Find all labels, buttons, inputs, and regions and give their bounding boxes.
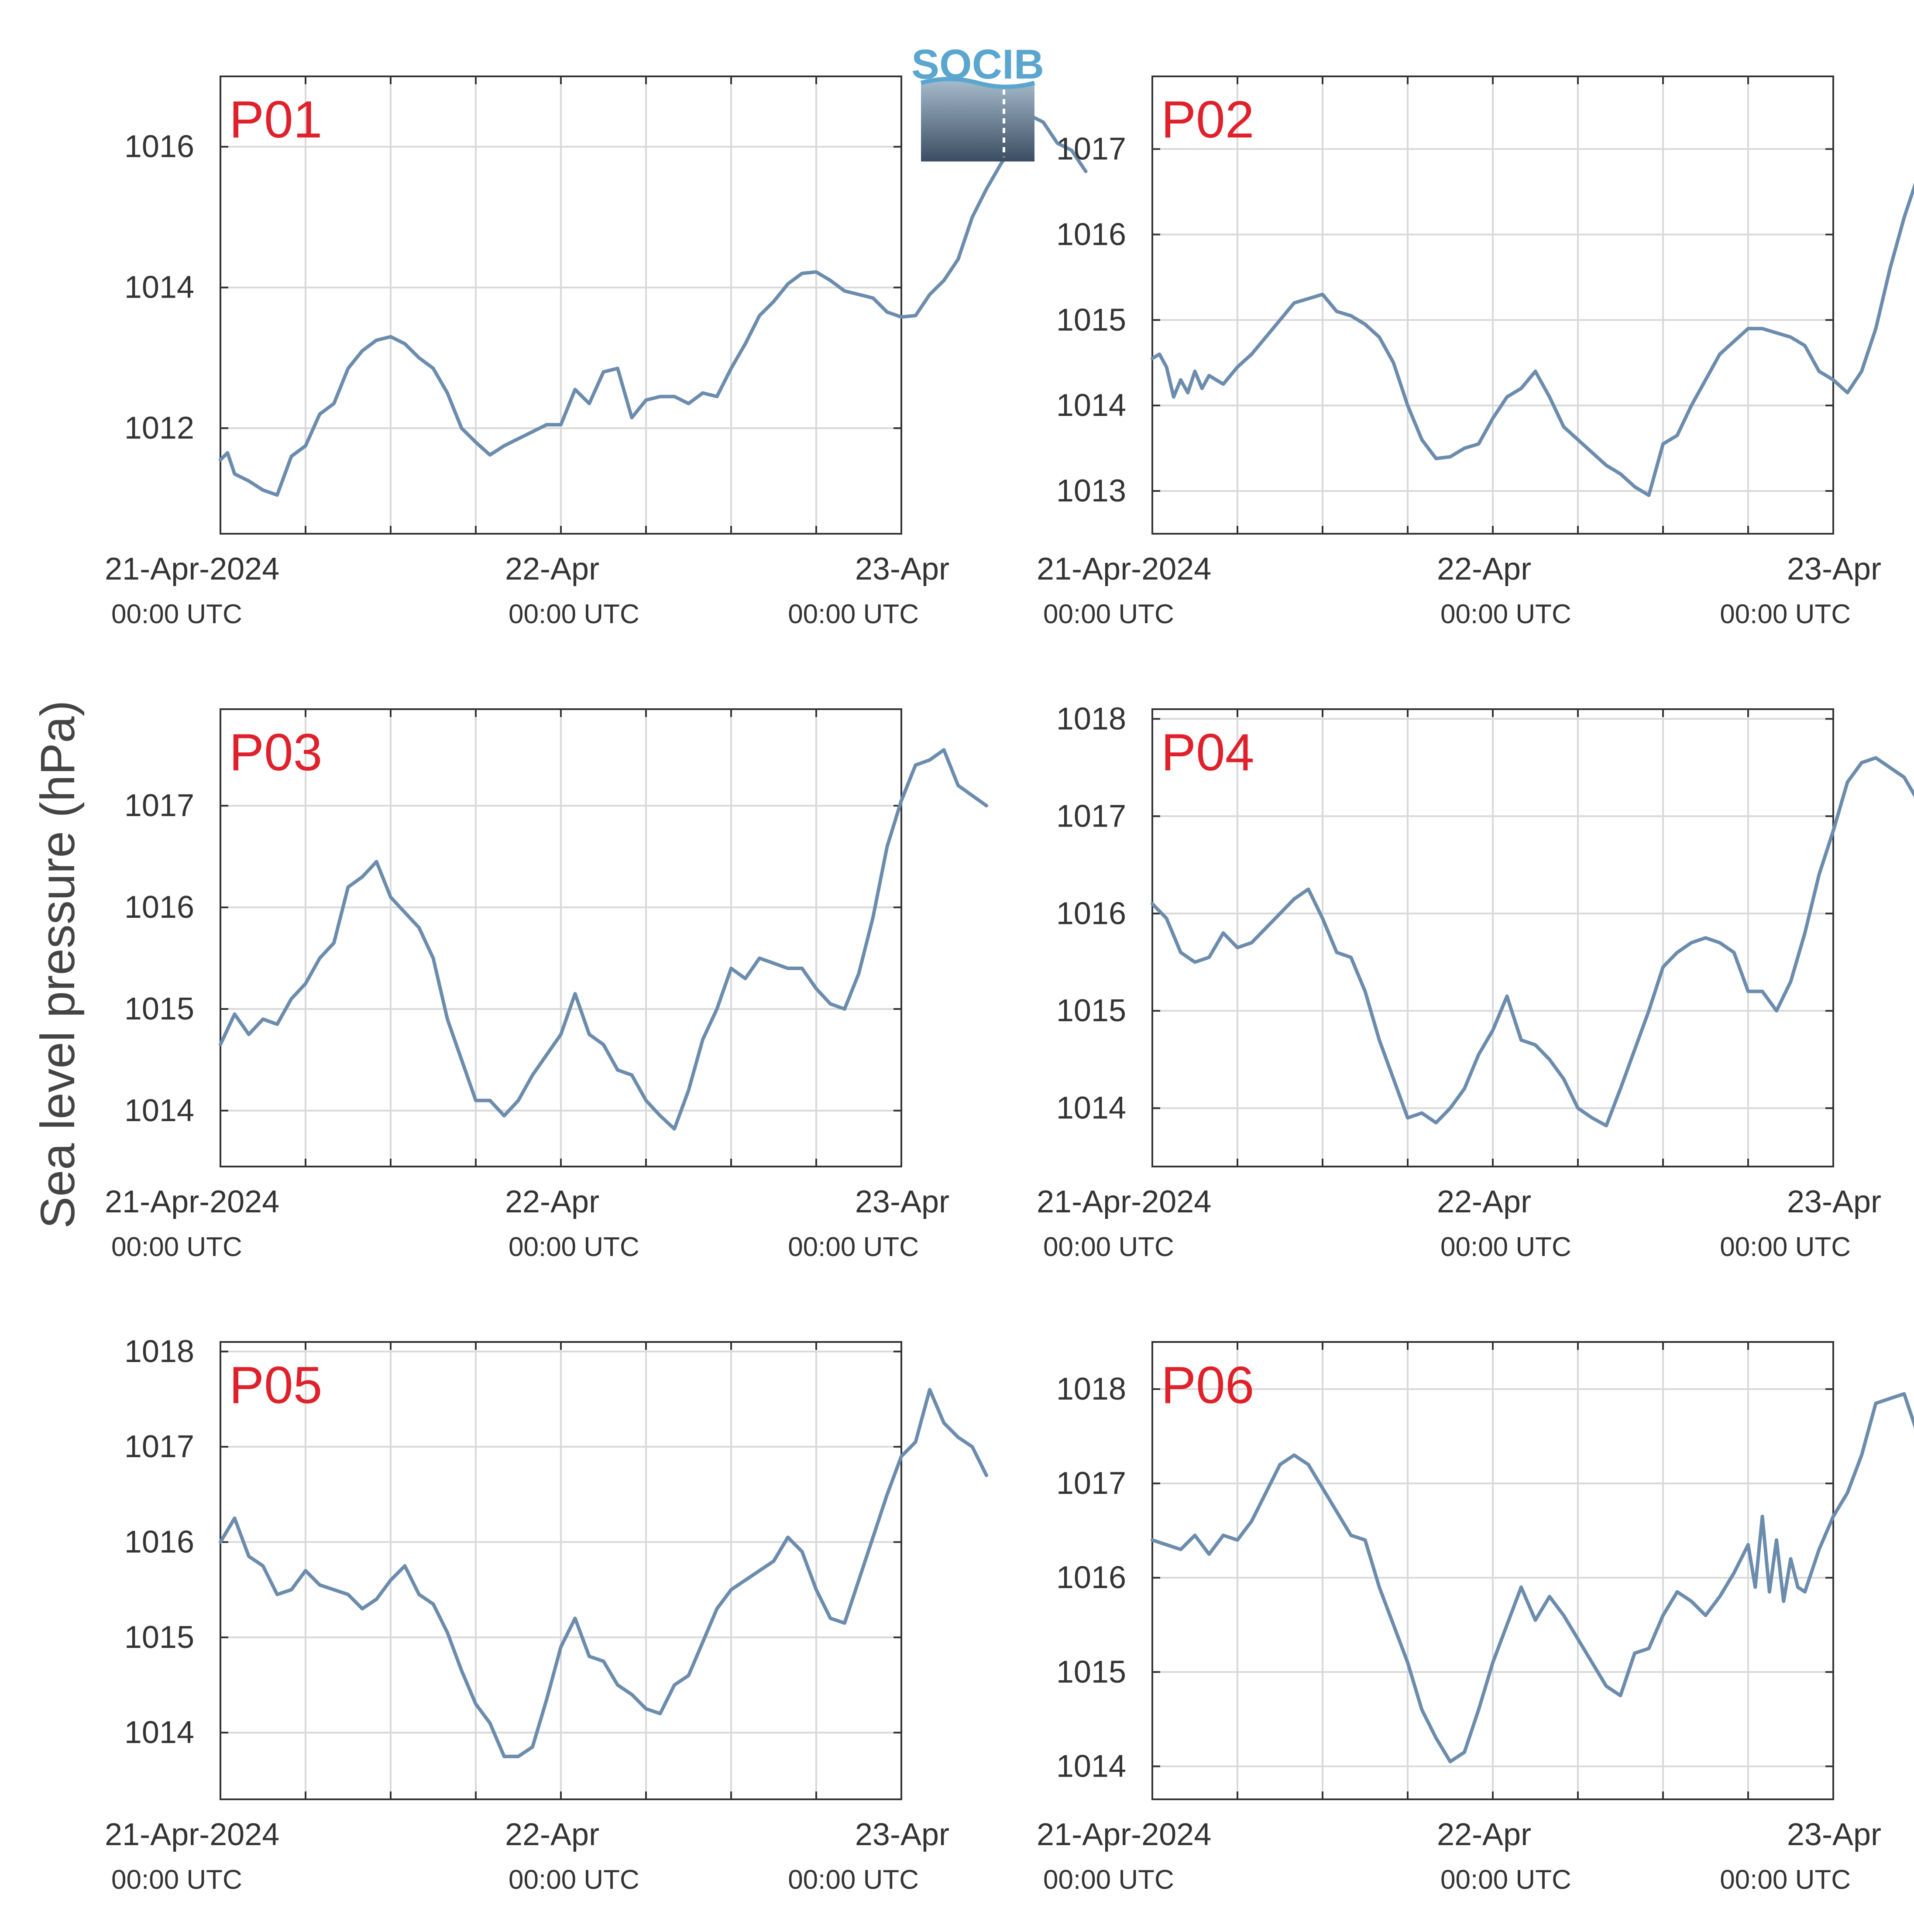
- y-axis-label: Sea level pressure (hPa): [31, 700, 85, 1229]
- y-tick-label: 1016: [124, 129, 194, 164]
- logo-wave-crest-icon: [920, 77, 1035, 89]
- pressure-series-line: [219, 113, 1088, 497]
- x-tick-label: 21-Apr-2024: [1037, 1817, 1211, 1852]
- x-tick-sublabel: 00:00 UTC: [111, 1865, 242, 1895]
- y-tick-label: 1017: [124, 1429, 194, 1464]
- plot-frame: [1151, 1341, 1834, 1800]
- x-tick-label: 22-Apr: [505, 1184, 599, 1219]
- y-tick-label: 1017: [124, 788, 194, 823]
- x-tick-sublabel: 00:00 UTC: [1440, 599, 1571, 629]
- panel-label: P01: [229, 90, 323, 149]
- y-tick-label: 1018: [124, 1334, 194, 1369]
- x-tick-sublabel: 00:00 UTC: [111, 599, 242, 629]
- y-tick-label: 1014: [124, 1093, 194, 1128]
- pressure-series-line: [1151, 182, 1914, 497]
- x-tick-label: 23-Apr: [855, 1817, 949, 1852]
- y-tick-label: 1015: [1056, 993, 1126, 1028]
- x-tick-label: 22-Apr: [1437, 1817, 1531, 1852]
- logo-wave-icon: [921, 79, 1034, 161]
- y-tick-label: 1017: [1056, 132, 1126, 167]
- x-tick-label: 21-Apr-2024: [1037, 552, 1211, 587]
- x-tick-sublabel: 00:00 UTC: [788, 1232, 919, 1262]
- x-tick-label: 21-Apr-2024: [1037, 1184, 1211, 1219]
- panel-label: P04: [1161, 723, 1254, 782]
- x-tick-label: 23-Apr: [855, 1184, 949, 1219]
- x-tick-label: 21-Apr-2024: [105, 552, 279, 587]
- plot-frame: [1151, 708, 1834, 1167]
- panel-2: 1013 1014 1015 1016 1017 P02 21-Apr-2024 00:00 …: [1037, 75, 1914, 629]
- x-tick-sublabel: 00:00 UTC: [1720, 599, 1851, 629]
- x-tick-label: 23-Apr: [1787, 1817, 1881, 1852]
- y-tick-label: 1014: [124, 1715, 194, 1750]
- y-tick-label: 1015: [1056, 1654, 1126, 1689]
- y-tick-label: 1016: [124, 1525, 194, 1560]
- plot-frame: [220, 75, 902, 535]
- pressure-series-line: [219, 1388, 988, 1758]
- y-tick-label: 1016: [1056, 896, 1126, 931]
- x-tick-sublabel: 00:00 UTC: [1043, 599, 1174, 629]
- y-tick-label: 1016: [124, 890, 194, 925]
- y-tick-label: 1014: [1056, 1091, 1126, 1126]
- x-tick-label: 23-Apr: [1787, 552, 1881, 587]
- x-tick-sublabel: 00:00 UTC: [509, 599, 639, 629]
- x-tick-label: 21-Apr-2024: [105, 1184, 279, 1219]
- x-tick-sublabel: 00:00 UTC: [1043, 1865, 1174, 1895]
- x-tick-sublabel: 00:00 UTC: [788, 599, 919, 629]
- y-tick-label: 1014: [1056, 1749, 1126, 1784]
- x-tick-sublabel: 00:00 UTC: [1720, 1865, 1851, 1895]
- pressure-series-line: [219, 748, 988, 1131]
- y-tick-label: 1014: [1056, 388, 1126, 423]
- x-tick-label: 23-Apr: [855, 552, 949, 587]
- panel-1: 1012 1014 1016 P01 21-Apr-2024 00:00 UTC 22-Ap…: [105, 75, 1088, 629]
- plot-frame: [220, 708, 902, 1167]
- y-tick-label: 1018: [1056, 1372, 1126, 1407]
- x-tick-label: 22-Apr: [1437, 552, 1531, 587]
- y-tick-label: 1013: [1056, 474, 1126, 508]
- y-tick-label: 1017: [1056, 1466, 1126, 1501]
- y-tick-label: 1015: [1056, 302, 1126, 337]
- x-tick-label: 22-Apr: [505, 1817, 599, 1852]
- y-tick-label: 1016: [1056, 217, 1126, 252]
- panel-6: 1014 1015 1016 1017 1018 P06 21-Apr-2024 00:00 …: [1037, 1341, 1914, 1895]
- plot-frame: [1151, 75, 1834, 535]
- panel-5: 1014 1015 1016 1017 1018 P05 21-Apr-2024 00:00 …: [105, 1334, 988, 1895]
- plot-frame: [220, 1341, 902, 1800]
- y-tick-label: 1012: [124, 411, 194, 446]
- panel-label: P03: [229, 723, 323, 782]
- panel-4: 1014 1015 1016 1017 1018 P04 21-Apr-2024 00:00 …: [1037, 701, 1914, 1262]
- x-tick-sublabel: 00:00 UTC: [1440, 1232, 1571, 1262]
- x-tick-label: 22-Apr: [1437, 1184, 1531, 1219]
- socib-logo: SOCIB: [911, 41, 1044, 161]
- pressure-series-line: [1151, 1392, 1914, 1764]
- y-tick-label: 1018: [1056, 701, 1126, 736]
- x-tick-sublabel: 00:00 UTC: [1440, 1865, 1571, 1895]
- y-tick-label: 1016: [1056, 1560, 1126, 1595]
- panel-label: P05: [229, 1356, 323, 1414]
- y-tick-label: 1014: [124, 270, 194, 305]
- panel-label: P06: [1161, 1356, 1254, 1414]
- panel-label: P02: [1161, 90, 1254, 149]
- x-tick-label: 22-Apr: [505, 552, 599, 587]
- x-tick-sublabel: 00:00 UTC: [509, 1232, 639, 1262]
- panel-3: 1014 1015 1016 1017 P03 21-Apr-2024 00:00 UTC 2…: [105, 708, 988, 1262]
- x-tick-label: 23-Apr: [1787, 1184, 1881, 1219]
- x-tick-label: 21-Apr-2024: [105, 1817, 279, 1852]
- y-tick-label: 1015: [124, 1620, 194, 1655]
- x-tick-sublabel: 00:00 UTC: [111, 1232, 242, 1262]
- x-tick-sublabel: 00:00 UTC: [788, 1865, 919, 1895]
- x-tick-sublabel: 00:00 UTC: [1043, 1232, 1174, 1262]
- pressure-series-line: [1151, 756, 1914, 1128]
- x-tick-sublabel: 00:00 UTC: [509, 1865, 639, 1895]
- y-tick-label: 1017: [1056, 799, 1126, 834]
- y-tick-label: 1015: [124, 992, 194, 1026]
- x-tick-sublabel: 00:00 UTC: [1720, 1232, 1851, 1262]
